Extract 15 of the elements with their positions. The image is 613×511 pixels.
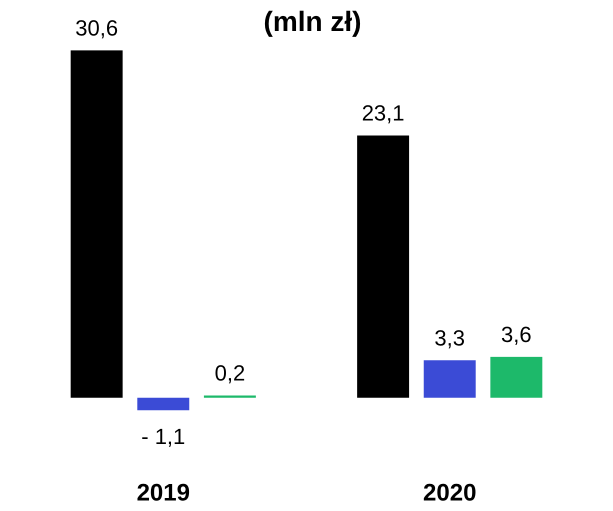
data-label: 23,1	[362, 100, 405, 126]
data-label: - 1,1	[141, 424, 186, 450]
data-label: 3,3	[434, 325, 466, 350]
bar	[490, 356, 542, 398]
x-tick-label: 2020	[423, 480, 476, 506]
bar	[424, 360, 476, 398]
bar	[357, 136, 410, 398]
bar	[204, 395, 256, 398]
data-label: 30,6	[75, 15, 118, 40]
chart-title: (mln zł)	[264, 6, 362, 37]
bar	[70, 50, 123, 398]
data-label: 3,6	[501, 322, 532, 347]
x-tick-label: 2019	[136, 480, 190, 506]
data-label: 0,2	[214, 360, 246, 386]
bar	[137, 398, 190, 410]
